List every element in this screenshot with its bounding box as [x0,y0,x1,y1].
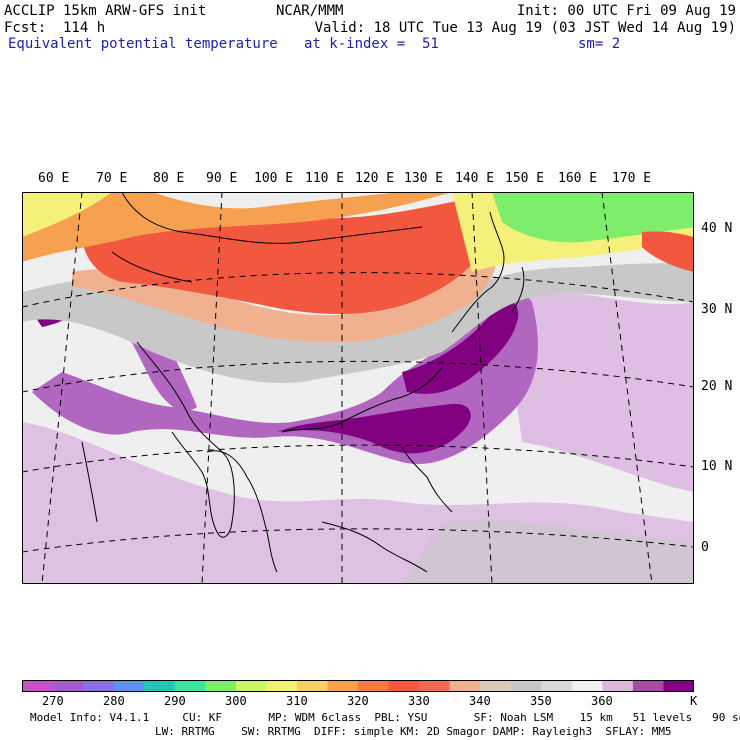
field-green [492,192,694,243]
colorbar-label: 360 [591,694,613,708]
colorbar-cell [22,680,54,692]
lon-label: 90 E [206,171,238,186]
model-info-line2: LW: RRTMG SW: RRTMG DIFF: simple KM: 2D … [155,725,672,738]
coastlines [81,192,525,573]
lon-label: 120 E [355,171,395,186]
field-orange [22,192,452,262]
colorbar-cell [419,680,451,692]
lat-label: 10 N [701,459,733,474]
smoothing-label: sm= 2 [578,36,621,52]
field-dark-purple-scs [277,403,471,454]
graticule [22,192,694,584]
colorbar [22,680,694,692]
colorbar-cell [602,680,634,692]
run-title: ACCLIP 15km ARW-GFS init [4,3,207,19]
colorbar-cell [174,680,206,692]
valid-time: Valid: 18 UTC Tue 13 Aug 19 (03 JST Wed … [314,20,736,36]
level-label: at k-index = 51 [304,36,439,52]
field-dark-purple-pac [402,300,519,394]
colorbar-label: 270 [42,694,64,708]
lat-label: 0 [701,540,709,555]
colorbar-cell [358,680,390,692]
colorbar-cell [480,680,512,692]
field-salmon-band [72,252,496,343]
map-panel [22,192,694,584]
init-time: Init: 00 UTC Fri 09 Aug 19 [516,3,736,19]
colorbar-label: 280 [103,694,125,708]
lon-label: 140 E [455,171,495,186]
lon-label: 130 E [404,171,444,186]
colorbar-cell [541,680,573,692]
field-gray-south [402,519,694,584]
lon-label: 60 E [38,171,70,186]
lon-label: 70 E [96,171,128,186]
colorbar-cell [144,680,176,692]
colorbar-label: 340 [469,694,491,708]
lon-label: 110 E [305,171,345,186]
colorbar-label: 310 [286,694,308,708]
colorbar-cell [388,680,420,692]
colorbar-label: 330 [408,694,430,708]
colorbar-label: 290 [164,694,186,708]
lon-label: 170 E [612,171,652,186]
map-border [22,192,694,584]
colorbar-cell [205,680,237,692]
field-name: Equivalent potential temperature [8,36,278,52]
lat-label: 20 N [701,379,733,394]
colorbar-cell [571,680,603,692]
model-info-line1: Model Info: V4.1.1 CU: KF MP: WDM 6class… [30,711,740,724]
lon-label: 100 E [254,171,294,186]
colorbar-cell [113,680,145,692]
lon-label: 160 E [558,171,598,186]
colorbar-cell [449,680,481,692]
lat-label: 30 N [701,302,733,317]
field-lilac-east [502,289,694,492]
colorbar-cell [235,680,267,692]
field-yellow [22,192,112,237]
colorbar-cell [663,680,694,692]
colorbar-label: 300 [225,694,247,708]
lon-label: 80 E [153,171,185,186]
forecast-hour: Fcst: 114 h [4,20,106,36]
colorbar-cell [83,680,115,692]
colorbar-unit: K [690,694,698,708]
colorbar-cell [52,680,84,692]
institution-label: NCAR/MMM [276,3,344,19]
theta-e-field [22,192,694,584]
lat-label: 40 N [701,221,733,236]
colorbar-cell [632,680,664,692]
colorbar-label: 350 [530,694,552,708]
colorbar-cell [510,680,542,692]
colorbar-cell [266,680,298,692]
colorbar-label: 320 [347,694,369,708]
field-red-northeast [642,231,694,272]
lon-label: 150 E [505,171,545,186]
colorbar-cell [296,680,328,692]
colorbar-cell [327,680,359,692]
